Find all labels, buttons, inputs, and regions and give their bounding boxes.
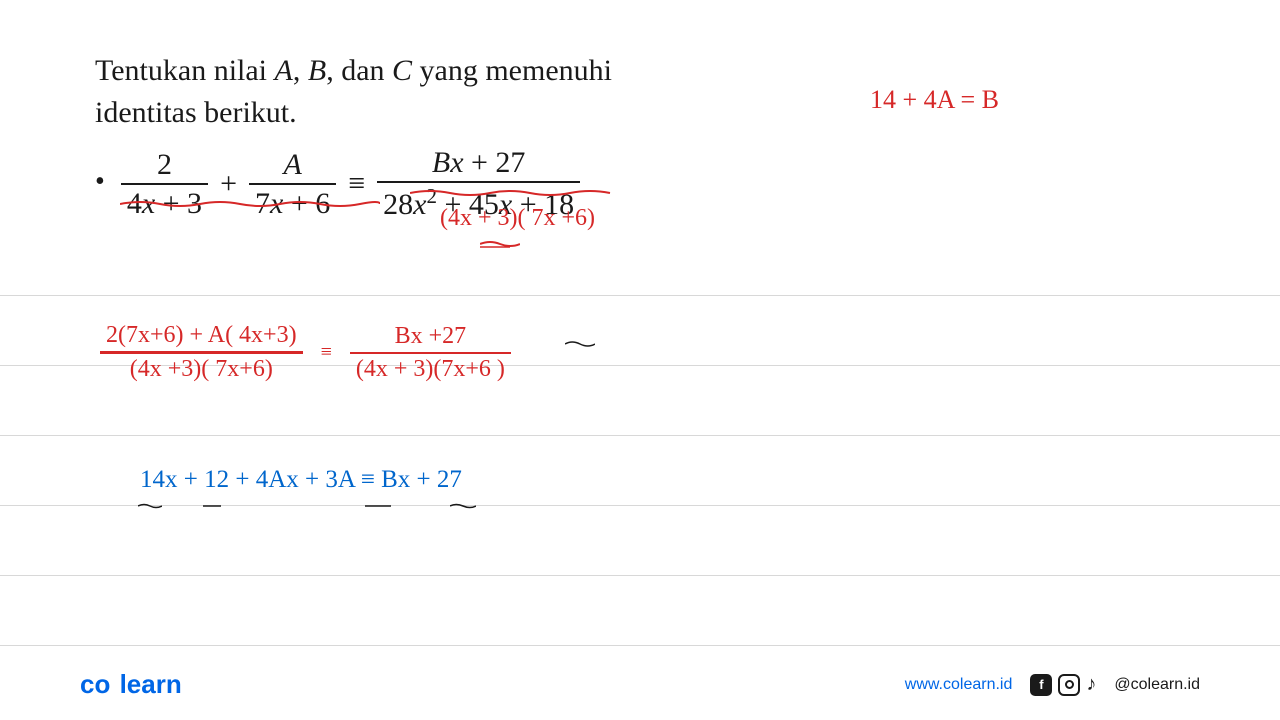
social-icons: f ♪ xyxy=(1030,673,1096,696)
rule-line xyxy=(0,645,1280,646)
social-handle: @colearn.id xyxy=(1114,676,1200,694)
underline-mark xyxy=(138,496,162,514)
step1-left-den: (4x +3)( 7x+6) xyxy=(124,354,279,385)
step1-right-den: (4x + 3)(7x+6 ) xyxy=(350,354,511,385)
footer: co learn www.colearn.id f ♪ @colearn.id xyxy=(0,669,1280,700)
fraction-bar xyxy=(249,183,336,185)
equation-note-right: 14 + 4A = B xyxy=(870,85,999,115)
underline-mark xyxy=(365,496,391,514)
footer-url: www.colearn.id xyxy=(905,676,1013,694)
brand-logo: co learn xyxy=(80,669,182,700)
fraction-bar xyxy=(377,181,580,183)
main-equation: • 2 4x + 3 + A 7x + 6 ≡ Bx + 27 28x2 + 4… xyxy=(95,146,1185,221)
footer-right: www.colearn.id f ♪ @colearn.id xyxy=(905,673,1200,696)
factored-annotation: (4x + 3)( 7x +6) xyxy=(440,205,595,232)
bullet-icon: • xyxy=(95,166,105,198)
problem-line2: identitas berikut. xyxy=(95,92,1185,134)
equiv-symbol: ≡ xyxy=(321,341,332,364)
text: , xyxy=(293,54,308,87)
text: , dan xyxy=(326,54,392,87)
rule-line xyxy=(0,505,1280,506)
underline-mark xyxy=(203,496,221,514)
step1-right-num: Bx +27 xyxy=(389,321,473,352)
step1-left-num: 2(7x+6) + A( 4x+3) xyxy=(100,320,303,352)
red-underline-annotation xyxy=(120,195,380,203)
step1-left-fraction: 2(7x+6) + A( 4x+3) (4x +3)( 7x+6) xyxy=(100,320,303,385)
numerator: Bx + 27 xyxy=(426,146,532,179)
tilde-annotation xyxy=(565,335,595,353)
var-B: B xyxy=(308,54,326,87)
fraction-1: 2 4x + 3 xyxy=(121,148,208,220)
logo-part-a: co xyxy=(80,669,110,699)
fraction-2: A 7x + 6 xyxy=(249,148,336,220)
text: yang memenuhi xyxy=(412,54,612,87)
fraction-bar xyxy=(121,183,208,185)
instagram-icon xyxy=(1058,674,1080,696)
rule-line xyxy=(0,575,1280,576)
step1-right-fraction: Bx +27 (4x + 3)(7x+6 ) xyxy=(350,321,511,385)
var-C: C xyxy=(392,54,412,87)
facebook-icon: f xyxy=(1030,674,1052,696)
rule-line xyxy=(0,435,1280,436)
text: Tentukan nilai xyxy=(95,54,275,87)
rule-line xyxy=(0,295,1280,296)
handwritten-step1: 2(7x+6) + A( 4x+3) (4x +3)( 7x+6) ≡ Bx +… xyxy=(100,320,511,385)
underline-mark xyxy=(450,496,476,514)
problem-line1: Tentukan nilai A, B, dan C yang memenuhi xyxy=(95,50,1185,92)
numerator: A xyxy=(277,148,307,181)
red-mark-annotation xyxy=(480,235,520,243)
handwritten-step2: 14x + 12 + 4Ax + 3A ≡ Bx + 27 xyxy=(140,466,462,494)
tiktok-icon: ♪ xyxy=(1086,673,1096,696)
numerator: 2 xyxy=(151,148,178,181)
logo-part-b: learn xyxy=(120,669,182,699)
red-underline-annotation xyxy=(410,187,620,207)
var-A: A xyxy=(275,54,293,87)
